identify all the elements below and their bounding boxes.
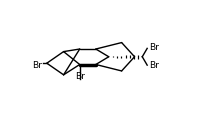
Text: Br: Br [149, 43, 159, 52]
Text: Br: Br [75, 72, 85, 81]
Text: Br: Br [32, 61, 42, 70]
Text: Br: Br [149, 61, 159, 70]
